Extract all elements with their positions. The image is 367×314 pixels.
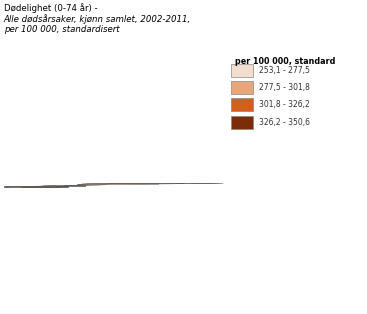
Text: per 100 000, standardisert: per 100 000, standardisert: [4, 25, 119, 34]
Polygon shape: [4, 186, 43, 187]
Polygon shape: [107, 183, 223, 184]
Text: per 100 000, standard: per 100 000, standard: [235, 57, 335, 66]
Polygon shape: [17, 186, 56, 187]
Polygon shape: [39, 186, 69, 187]
Text: Alle dødsårsaker, kjønn samlet, 2002-2011,: Alle dødsårsaker, kjønn samlet, 2002-201…: [4, 14, 191, 24]
Text: 277,5 - 301,8: 277,5 - 301,8: [259, 83, 310, 92]
Text: 326,2 - 350,6: 326,2 - 350,6: [259, 118, 310, 127]
Polygon shape: [60, 186, 86, 187]
Text: Dødelighet (0-74 år) -: Dødelighet (0-74 år) -: [4, 3, 100, 13]
Polygon shape: [81, 183, 185, 184]
Text: 301,8 - 326,2: 301,8 - 326,2: [259, 100, 309, 109]
Polygon shape: [43, 185, 86, 186]
Text: 253,1 - 277,5: 253,1 - 277,5: [259, 66, 310, 75]
Polygon shape: [77, 184, 159, 185]
